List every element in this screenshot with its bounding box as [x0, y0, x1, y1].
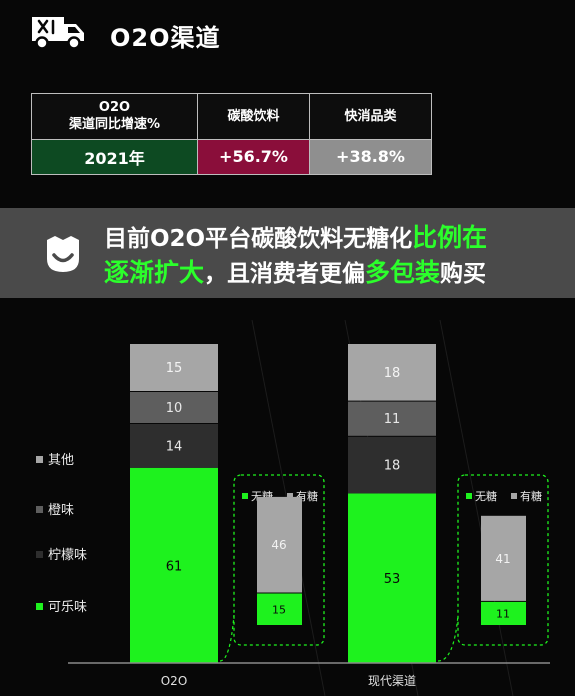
callout-connector: [219, 614, 235, 662]
growth-table: O2O 渠道同比增速% 碳酸饮料 快消品类 2021年 +56.7% +38.8…: [31, 93, 432, 176]
sugar-legend-swatch: [511, 493, 517, 499]
banner-line1-text: 目前O2O平台碳酸饮料无糖化: [104, 226, 413, 252]
banner-highlight-ratio: 比例在: [412, 223, 488, 252]
bar-segment: [130, 392, 218, 423]
table-cell-carbonated-growth: +56.7%: [197, 138, 310, 176]
bar-value-label: 11: [384, 412, 401, 427]
table-cell-year: 2021年: [31, 138, 198, 176]
bar-segment: [348, 493, 436, 663]
banner-line2-text: ，且消费者更偏: [204, 261, 366, 287]
bar-segment: [130, 424, 218, 468]
stacked-bars: 61 14 10 15 53 18 11 18: [130, 344, 436, 663]
legend-swatch: [36, 456, 43, 463]
bar-segment: [348, 436, 436, 494]
bar-value-label: 18: [384, 459, 401, 474]
bar-value-label: 53: [384, 572, 401, 587]
callout-frame: [457, 474, 549, 646]
bar-segment: [348, 401, 436, 436]
delivery-truck-icon: [32, 17, 84, 50]
table-header-fmcg: 快消品类: [309, 93, 432, 140]
banner-text: 目前O2O平台碳酸饮料无糖化比例在 逐渐扩大，且消费者更偏多包装购买: [104, 221, 569, 291]
callout-connector: [437, 614, 459, 662]
bar-value-label: 15: [166, 361, 183, 376]
sugared-bar: [481, 515, 526, 601]
sugar-legend-swatch: [287, 493, 293, 499]
sugar-callout: 无糖 有糖 11 41: [437, 474, 549, 662]
bar-value-label: 18: [384, 366, 401, 381]
sugar-free-value: 11: [496, 607, 510, 620]
bar-value-label: 10: [166, 401, 183, 416]
legend-label: 橙味: [48, 503, 74, 518]
sugar-legend-swatch: [466, 493, 472, 499]
sugared-bar: [257, 496, 302, 593]
header: O2O渠道: [0, 0, 575, 70]
sugar-legend-swatch: [242, 493, 248, 499]
bar-segment: [130, 344, 218, 391]
page-title: O2O渠道: [110, 24, 221, 52]
sugar-legend-label: 有糖: [520, 489, 542, 503]
legend-label: 可乐味: [48, 600, 87, 615]
x-tick-label: 现代渠道: [368, 674, 416, 688]
insight-banner: 目前O2O平台碳酸饮料无糖化比例在 逐渐扩大，且消费者更偏多包装购买: [0, 208, 575, 298]
chart-legend: 可乐味 柠檬味 橙味 其他: [36, 453, 87, 615]
x-tick-label: O2O: [161, 674, 188, 688]
sugared-value: 41: [495, 552, 510, 566]
sugar-free-bar: [481, 601, 526, 625]
sugar-legend-label: 无糖: [475, 489, 497, 503]
sugar-free-value: 15: [272, 603, 286, 616]
legend-swatch: [36, 506, 43, 513]
sugar-free-bar: [257, 593, 302, 625]
legend-swatch: [36, 551, 43, 558]
x-axis-labels: O2O 现代渠道: [161, 674, 416, 688]
callout-frame: [233, 474, 325, 646]
banner-highlight-expanding: 逐渐扩大: [104, 258, 205, 287]
banner-line2-end: 购买: [440, 261, 487, 287]
table-header-metric: O2O 渠道同比增速%: [31, 93, 198, 140]
bar-value-label: 14: [166, 439, 183, 454]
smile-face-icon: [47, 236, 79, 272]
table-header-carbonated: 碳酸饮料: [197, 93, 310, 140]
bar-segment: [348, 344, 436, 401]
banner-highlight-multipack: 多包装: [365, 258, 441, 287]
legend-swatch: [36, 603, 43, 610]
legend-label: 柠檬味: [48, 548, 87, 563]
legend-label: 其他: [48, 453, 74, 468]
sugared-value: 46: [271, 538, 286, 552]
bar-value-label: 61: [166, 559, 183, 574]
bar-segment: [130, 467, 218, 663]
table-cell-fmcg-growth: +38.8%: [309, 138, 432, 176]
sugar-callouts: 无糖 有糖 15 46 无糖 有糖 11 41: [219, 474, 549, 662]
